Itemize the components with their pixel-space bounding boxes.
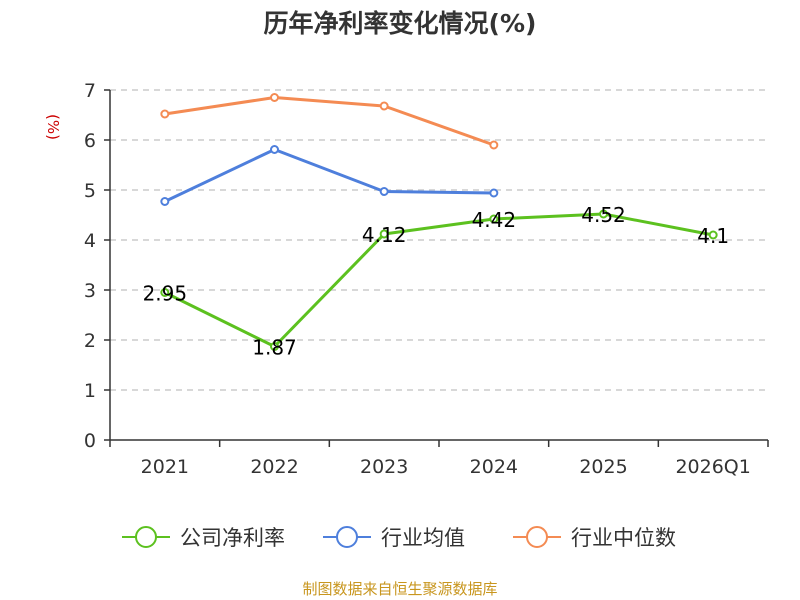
x-tick-label-2025: 2025	[579, 456, 627, 478]
source-note: 制图数据来自恒生聚源数据库	[302, 580, 498, 598]
series-point-公司净利率-1	[270, 342, 279, 351]
series-point-行业均值-0	[160, 197, 170, 206]
chart-title: 历年净利率变化情况(%)	[263, 9, 537, 38]
y-tick-label-6: 6	[84, 130, 96, 152]
legend-item-行业均值: 行业均值	[323, 526, 465, 550]
legend: 公司净利率 行业均值 行业中位数	[122, 526, 676, 550]
series-line-行业均值	[164, 148, 494, 203]
legend-label-行业均值: 行业均值	[381, 526, 465, 550]
x-tick-label-2024: 2024	[470, 456, 518, 478]
legend-item-公司净利率: 公司净利率	[122, 526, 285, 550]
x-tick-label-2023: 2023	[360, 456, 408, 478]
legend-label-公司净利率: 公司净利率	[180, 526, 285, 550]
data-label-2024: 4.42	[472, 208, 517, 232]
data-label-2022: 1.87	[252, 336, 297, 360]
y-tick-label-3: 3	[84, 280, 96, 302]
legend-marker-公司净利率	[135, 526, 157, 548]
y-axis-label: (%)	[44, 114, 62, 140]
series-point-公司净利率-3	[489, 214, 499, 224]
series-point-行业均值-3	[489, 188, 499, 198]
y-tick-label-1: 1	[84, 380, 96, 402]
series-point-行业中位数-1	[270, 93, 279, 102]
series-line-公司净利率	[164, 212, 714, 348]
y-tick-label-5: 5	[84, 180, 96, 202]
series-point-公司净利率-5	[708, 230, 718, 240]
series-point-行业均值-2	[379, 187, 389, 196]
y-tick-label-4: 4	[84, 230, 96, 252]
grid-lines	[110, 89, 768, 391]
series-point-公司净利率-0	[160, 288, 170, 297]
series-point-行业中位数-2	[379, 101, 389, 111]
x-tick-label-2022: 2022	[250, 456, 298, 478]
legend-label-行业中位数: 行业中位数	[571, 526, 676, 550]
y-tick-label-0: 0	[84, 430, 96, 452]
data-labels: 2.95 1.87 4.12 4.42 4.52 4.1	[143, 203, 730, 360]
data-label-2025: 4.52	[581, 203, 626, 227]
series-point-行业中位数-0	[160, 109, 170, 119]
series-point-行业均值-1	[270, 145, 279, 154]
legend-item-行业中位数: 行业中位数	[513, 526, 676, 550]
data-label-2021: 2.95	[143, 282, 188, 306]
x-tick-label-2021: 2021	[141, 456, 189, 478]
series-line-行业中位数	[164, 96, 495, 147]
axes: 0 1 2 3 4 5 6 7 2021 2022 2023 2024 2025 2026Q1	[84, 80, 769, 478]
y-tick-label-2: 2	[84, 330, 96, 352]
series-point-公司净利率-2	[379, 229, 389, 239]
series-point-公司净利率-4	[599, 209, 608, 219]
legend-marker-行业均值	[336, 526, 358, 548]
legend-marker-行业中位数	[526, 526, 548, 548]
x-tick-label-2026Q1: 2026Q1	[675, 456, 750, 478]
y-tick-label-7: 7	[84, 80, 96, 102]
data-label-2023: 4.12	[362, 223, 407, 247]
data-label-2026Q1: 4.1	[697, 224, 729, 248]
series-layer	[160, 93, 718, 351]
series-point-行业中位数-3	[489, 140, 499, 150]
